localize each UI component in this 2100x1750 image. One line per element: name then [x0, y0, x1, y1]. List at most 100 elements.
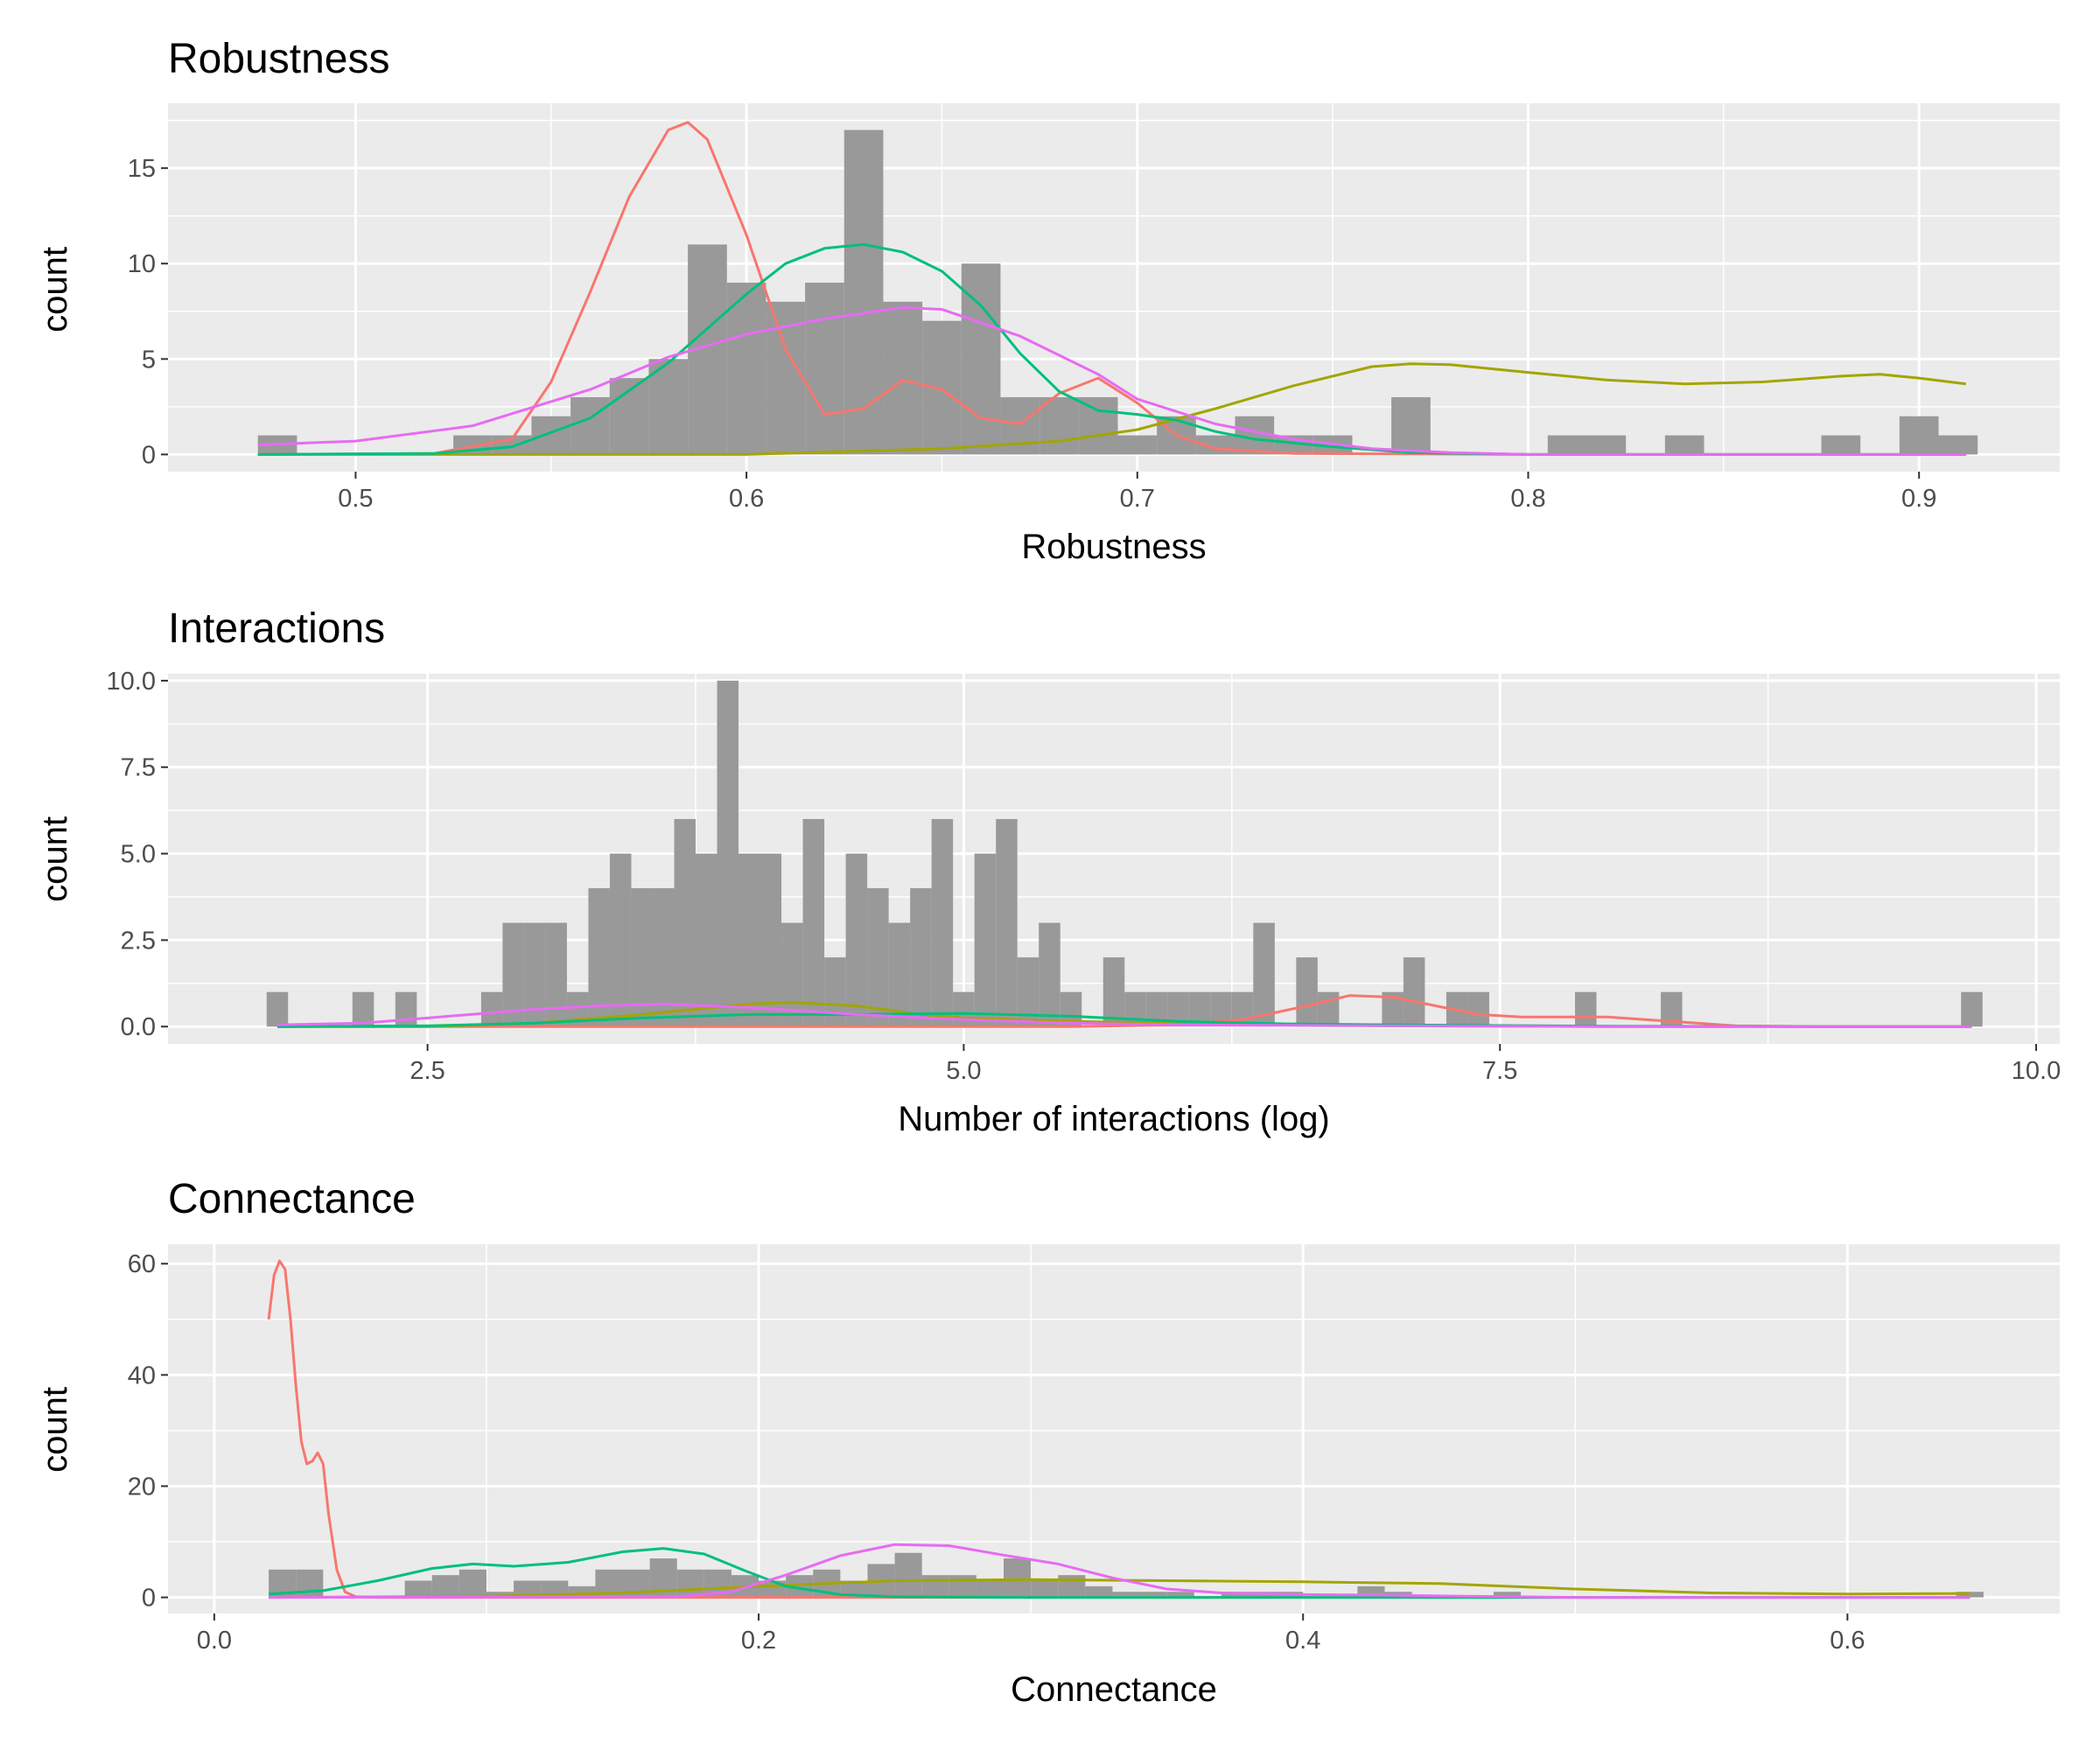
- histogram-bar: [844, 130, 884, 455]
- histogram-bar: [514, 1580, 542, 1598]
- density-curve: [257, 121, 1966, 456]
- panel-robustness: Robustness Robustness count 0.5 0.6 0.7 0.8…: [36, 36, 2060, 566]
- histogram-bar: [545, 922, 567, 1027]
- histogram-bar: [1938, 435, 1978, 455]
- histogram-bar: [486, 1592, 514, 1598]
- histogram-bar: [1078, 396, 1118, 455]
- histogram-bar: [588, 888, 610, 1027]
- y-tick-label: 0: [142, 441, 156, 469]
- histogram-bar: [1253, 922, 1275, 1027]
- density-curve: [269, 1547, 1970, 1600]
- histogram-bar: [717, 680, 739, 1027]
- histogram-bar: [652, 888, 675, 1027]
- histogram-bar: [921, 1575, 949, 1598]
- x-axis-title: Connectance: [1011, 1670, 1217, 1709]
- density-curve: [267, 1259, 1970, 1600]
- y-tick-label: 60: [128, 1250, 156, 1278]
- histogram-bar: [894, 1552, 922, 1598]
- panel-connectance: Connectance Connectance count 0.0 0.2 0.4 0…: [36, 1176, 2060, 1709]
- y-tick-label: 5: [142, 346, 156, 374]
- histogram-bar: [1085, 1586, 1113, 1598]
- histogram-bar: [1004, 1558, 1032, 1598]
- y-axis-title: count: [36, 1387, 74, 1473]
- histogram-bar: [674, 819, 696, 1027]
- histogram-bar: [974, 853, 997, 1027]
- histogram-bar: [1403, 957, 1425, 1027]
- y-tick-label: 0: [142, 1585, 156, 1613]
- y-tick-label: 10.0: [107, 668, 156, 696]
- histogram-bar: [676, 1569, 704, 1598]
- histogram-bar: [1039, 922, 1060, 1027]
- histogram-bar: [1547, 435, 1587, 455]
- y-tick-label: 2.5: [121, 927, 156, 955]
- histogram-bar: [1493, 1592, 1522, 1598]
- plot-area: 0.5 0.6 0.7 0.8 0.9 0 5 10 15: [128, 103, 2060, 513]
- histogram-bar: [1112, 1592, 1140, 1598]
- histogram-bar: [1139, 1592, 1167, 1598]
- histogram-bar: [1040, 396, 1079, 455]
- x-tick-label: 7.5: [1482, 1057, 1517, 1085]
- histogram-bar: [802, 819, 825, 1027]
- histogram-bar: [867, 888, 889, 1027]
- x-tick-label: 0.6: [1830, 1627, 1865, 1655]
- histogram-bar: [996, 819, 1018, 1027]
- histogram-bar: [1166, 1592, 1194, 1598]
- y-tick-label: 5.0: [121, 841, 156, 869]
- plot-area: 0.0 0.2 0.4 0.6 0 20 40 60: [128, 1244, 2060, 1655]
- y-tick-label: 0.0: [121, 1013, 156, 1041]
- y-tick-label: 15: [128, 155, 156, 183]
- histogram-bar: [531, 416, 571, 455]
- x-tick-label: 0.4: [1285, 1627, 1320, 1655]
- histogram-bar: [1575, 991, 1597, 1027]
- histogram-bar: [840, 1580, 868, 1598]
- x-axis-title: Robustness: [1021, 528, 1206, 566]
- chart-title: Connectance: [168, 1176, 416, 1222]
- x-tick-label: 0.9: [1901, 485, 1936, 513]
- histogram-bar: [845, 853, 868, 1027]
- histogram-bar: [480, 991, 503, 1027]
- x-tick-label: 0.5: [338, 485, 373, 513]
- histogram-bar: [1899, 416, 1939, 455]
- histogram-bar: [1031, 1580, 1059, 1598]
- histogram-bar: [726, 283, 766, 455]
- y-tick-label: 7.5: [121, 754, 156, 782]
- x-tick-label: 0.8: [1510, 485, 1545, 513]
- histogram-bar: [1664, 435, 1704, 455]
- histogram-bar: [1221, 1592, 1249, 1598]
- histogram-bar: [1117, 435, 1158, 455]
- histogram-bar: [648, 359, 689, 455]
- density-curve: [269, 1578, 1970, 1600]
- histogram-bar: [1058, 1575, 1086, 1598]
- histogram-bar: [1956, 1592, 1984, 1598]
- histogram-bar: [1317, 991, 1340, 1027]
- density-curve: [276, 1003, 1972, 1028]
- histogram-bar: [738, 853, 760, 1027]
- histogram-bar: [910, 888, 932, 1027]
- histogram-bar: [696, 853, 718, 1027]
- histogram-bar: [1102, 957, 1125, 1027]
- histogram-bar: [760, 853, 782, 1027]
- x-tick-label: 10.0: [2012, 1057, 2061, 1085]
- panel-interactions: Interactions Number of interactions (log…: [36, 606, 2061, 1138]
- histogram-bar: [266, 991, 289, 1027]
- histogram-bar: [1586, 435, 1627, 455]
- histogram-bar: [431, 1575, 459, 1598]
- x-tick-label: 0.2: [741, 1627, 776, 1655]
- histogram-bar: [824, 957, 846, 1027]
- histogram-bar: [404, 1580, 432, 1598]
- y-tick-label: 20: [128, 1473, 156, 1501]
- x-tick-label: 5.0: [946, 1057, 981, 1085]
- histogram-bar: [609, 853, 632, 1027]
- histogram-bar: [1961, 991, 1983, 1027]
- y-axis-title: count: [36, 816, 74, 902]
- histogram-bar: [458, 1569, 486, 1598]
- histogram-bar: [1391, 396, 1431, 455]
- density-curve: [257, 362, 1966, 456]
- histogram-bar: [1000, 396, 1040, 455]
- x-tick-label: 0.6: [729, 485, 764, 513]
- histogram-bar: [1467, 991, 1489, 1027]
- chart-title: Robustness: [168, 36, 389, 82]
- x-tick-label: 2.5: [410, 1057, 444, 1085]
- histogram-bar: [888, 922, 911, 1027]
